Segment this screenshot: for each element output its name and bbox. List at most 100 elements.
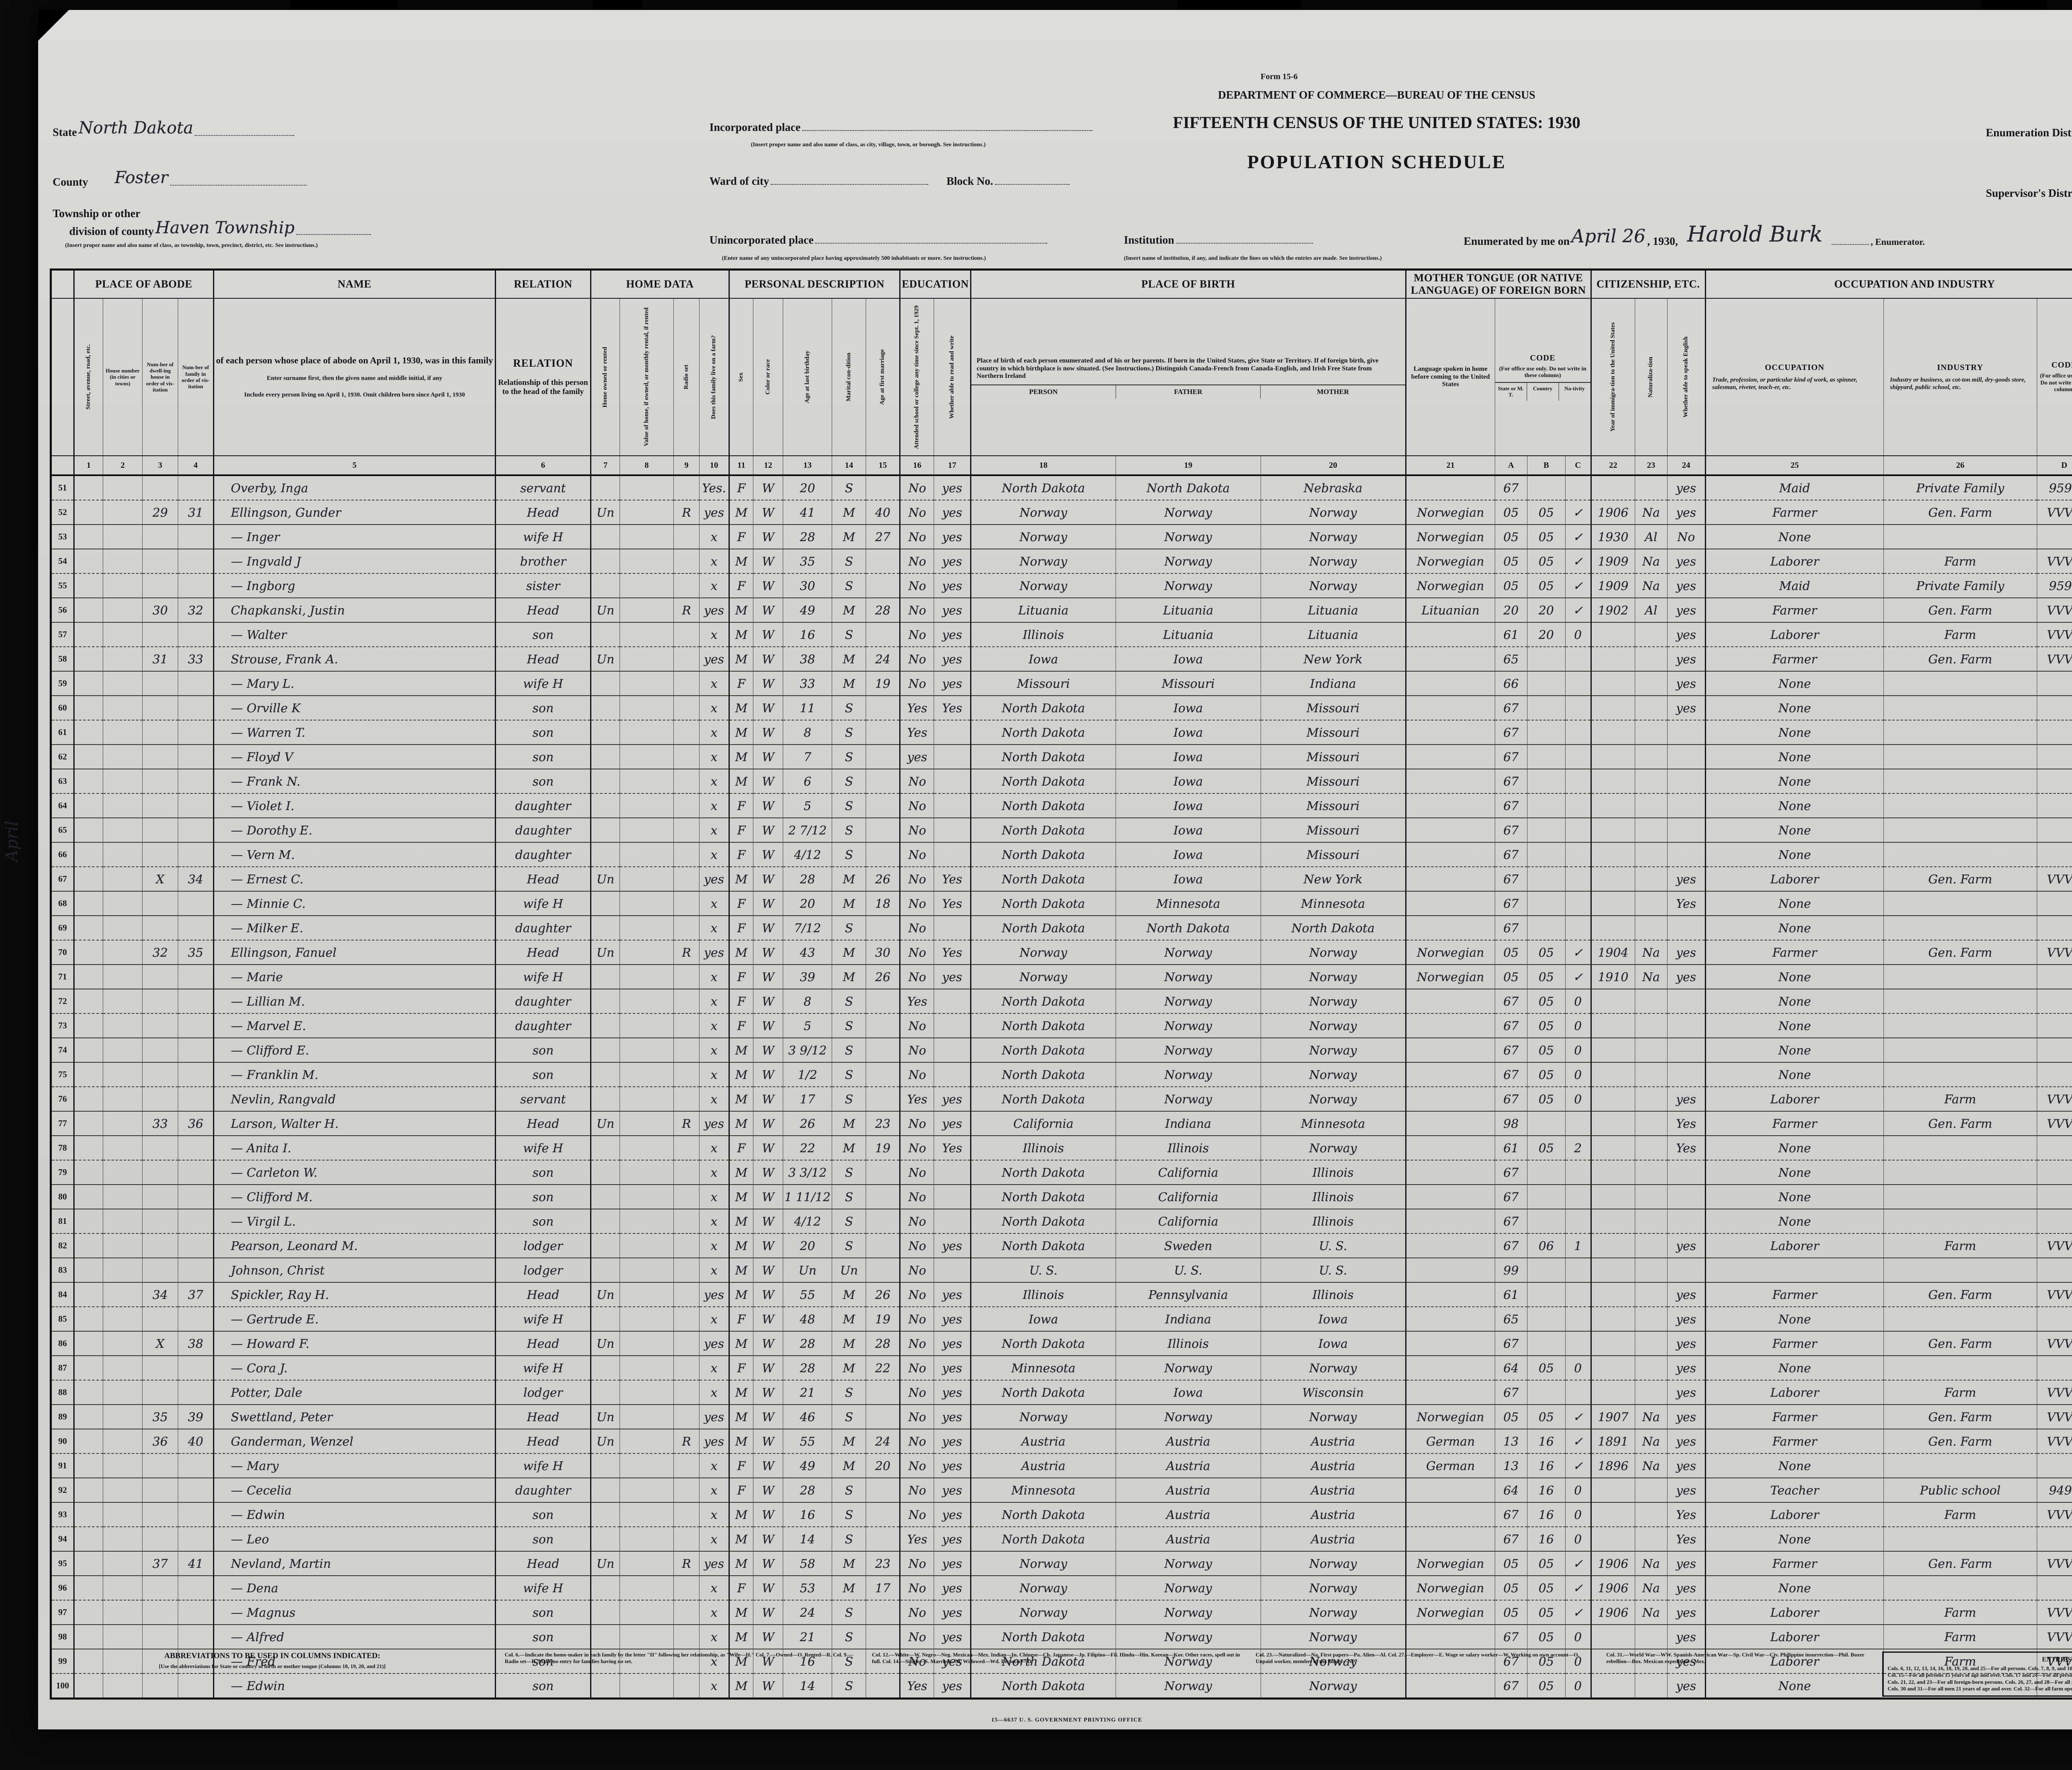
cell-am [866, 1233, 901, 1258]
cell-lg [1405, 1086, 1495, 1112]
cell-ca: 67 [1494, 1086, 1527, 1112]
cell-sx: M [729, 622, 753, 647]
cell-st [74, 891, 103, 916]
cell-in: Gen. Farm [1883, 597, 2037, 623]
ward-label: Ward of city [709, 175, 769, 187]
cell-p20: Norway [1260, 1086, 1406, 1112]
cell-p20: Norway [1260, 1551, 1406, 1576]
cell-am [866, 475, 901, 501]
cell-s16: No [900, 842, 934, 867]
cell-h7 [591, 744, 620, 769]
cell-p19: Norway [1115, 549, 1261, 574]
column-number: 24 [1667, 455, 1706, 476]
cell-p19: Norway [1115, 500, 1261, 525]
cell-ho [103, 940, 143, 965]
cell-re: Head [495, 1429, 591, 1454]
cell-cl: W [753, 475, 783, 501]
cell-oc: Laborer [1705, 1502, 1884, 1527]
cell-fa: 40 [178, 1429, 214, 1454]
cell-ag: 17 [782, 1086, 833, 1112]
cell-sx: M [729, 1502, 753, 1527]
cell-fa [178, 695, 214, 721]
cell-lg [1405, 1257, 1495, 1283]
cell-ho [103, 866, 143, 892]
cell-am [866, 1477, 901, 1503]
cell-am: 40 [866, 500, 901, 525]
cell-lg [1405, 769, 1495, 794]
cell-cb: 05 [1527, 1673, 1566, 1699]
code-d-desc: CODE(For office use only. Do not write i… [2036, 298, 2072, 456]
cell-v8 [620, 842, 674, 867]
cell-r9 [673, 1086, 700, 1112]
cell-p18: North Dakota [970, 1062, 1116, 1087]
cell-na [1634, 866, 1668, 892]
cell-cb: 16 [1527, 1502, 1566, 1527]
cell-st [74, 1624, 103, 1649]
cell-v8 [620, 720, 674, 745]
cell-fa: 36 [178, 1111, 214, 1136]
cell-dw [142, 1502, 178, 1527]
cell-h7: Un [591, 1111, 620, 1136]
cell-fa [178, 475, 214, 501]
cell-lg [1405, 1380, 1495, 1405]
cell-cl: W [753, 1355, 783, 1381]
cell-re: Head [495, 1111, 591, 1136]
cell-r17 [934, 1257, 971, 1283]
cell-dw [142, 1160, 178, 1185]
cell-p18: Iowa [970, 646, 1116, 672]
column-desc: Naturaliza-tion [1634, 298, 1668, 456]
cell-h7 [591, 793, 620, 818]
cell-ho [103, 989, 143, 1014]
cell-r9 [673, 1037, 700, 1063]
cell-h7: Un [591, 866, 620, 892]
cell-ho [103, 1160, 143, 1185]
cell-cd: VVVV [2036, 1404, 2072, 1429]
cell-mc: S [832, 1673, 867, 1699]
cell-r17: yes [934, 1233, 971, 1258]
cell-r9 [673, 1380, 700, 1405]
cell-ag: 4/12 [782, 1209, 833, 1234]
cell-p19: Norway [1115, 1624, 1261, 1649]
occupation-column-desc: OCCUPATION Trade, profession, or particul… [1705, 298, 1884, 456]
cell-oc: None [1705, 1037, 1884, 1063]
cell-im [1590, 769, 1635, 794]
cell-s16: No [900, 793, 934, 818]
cell-h7 [591, 915, 620, 941]
cell-dw [142, 671, 178, 696]
cell-cc: 0 [1565, 1526, 1592, 1552]
cell-r17: yes [934, 1306, 971, 1332]
cell-st [74, 646, 103, 672]
cell-na [1634, 1331, 1668, 1356]
cell-cl: W [753, 1184, 783, 1209]
cell-cd: VVVV [2036, 1429, 2072, 1454]
cell-s16: No [900, 1257, 934, 1283]
cell-fa [178, 915, 214, 941]
cell-p19: Iowa [1115, 720, 1261, 745]
cell-dw [142, 1037, 178, 1063]
cell-cd [2036, 1306, 2072, 1332]
cell-ln: 62 [51, 744, 75, 769]
cell-en [1667, 1209, 1706, 1234]
cell-mc: S [832, 1037, 867, 1063]
cell-p19: Illinois [1115, 1331, 1261, 1356]
cell-dw [142, 475, 178, 501]
cell-nm: — Ingborg [213, 573, 496, 598]
cell-na: Al [1634, 597, 1668, 623]
cell-r9 [673, 769, 700, 794]
cell-f10: x [699, 1673, 730, 1699]
cell-en [1667, 1184, 1706, 1209]
column-group: EDUCATION [900, 269, 971, 299]
cell-na [1634, 1624, 1668, 1649]
cell-ln: 83 [51, 1257, 75, 1283]
cell-ca: 67 [1494, 475, 1527, 501]
cell-re: brother [495, 549, 591, 574]
cell-cl: W [753, 720, 783, 745]
cell-oc: Farmer [1705, 1111, 1884, 1136]
cell-ca: 98 [1494, 1111, 1527, 1136]
cell-im [1590, 1526, 1635, 1552]
cell-p18: North Dakota [970, 1086, 1116, 1112]
cell-f10: x [699, 1037, 730, 1063]
cell-re: son [495, 1624, 591, 1649]
cell-s16: No [900, 646, 934, 672]
cell-am: 23 [866, 1111, 901, 1136]
